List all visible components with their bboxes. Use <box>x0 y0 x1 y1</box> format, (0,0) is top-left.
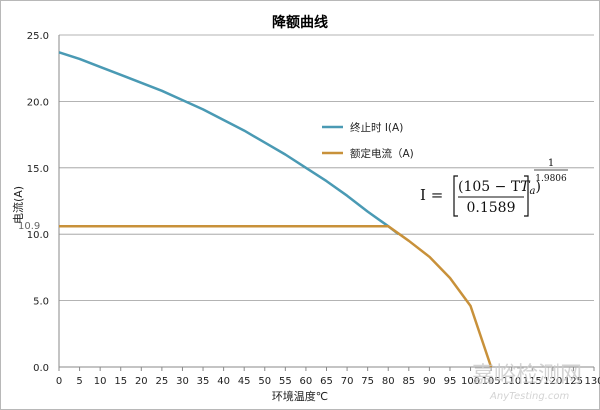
y-tick-label: 10.0 <box>27 230 49 241</box>
x-tick-label: 50 <box>258 376 271 387</box>
x-tick-label: 80 <box>382 376 395 387</box>
series-line-0 <box>58 51 400 236</box>
formula-numerator: (105 − TTa) <box>458 179 541 197</box>
gridlines <box>59 34 594 302</box>
formula-subscript: a <box>530 186 536 197</box>
x-tick-label: 60 <box>300 376 313 387</box>
formula: I = (105 − TTa) 0.1589 1 1.9806 <box>420 158 568 217</box>
x-tick-label: 10 <box>94 376 107 387</box>
x-tick-label: 110 <box>502 376 521 387</box>
chart-title: 降额曲线 <box>272 14 328 31</box>
x-tick-label: 25 <box>156 376 169 387</box>
x-tick-label: 0 <box>56 376 62 387</box>
y-axis-label: 电流(A) <box>11 186 25 224</box>
x-tick-label: 70 <box>341 376 354 387</box>
x-tick-label: 30 <box>176 376 189 387</box>
x-tick-label: 105 <box>482 376 501 387</box>
x-tick-label: 20 <box>135 376 148 387</box>
formula-denominator: 0.1589 <box>467 200 516 216</box>
formula-numerator-close: ) <box>535 179 540 195</box>
watermark-url: AnyTesting.com <box>489 391 570 402</box>
watermark: 嘉峪检测网 AnyTesting.com <box>472 363 582 402</box>
x-tick-label: 65 <box>320 376 333 387</box>
annotation-10-9: 10.9 <box>18 221 40 232</box>
y-tick-label: 5.0 <box>33 297 49 308</box>
formula-exp-numerator: 1 <box>548 158 554 169</box>
y-tick-label: 20.0 <box>27 97 49 108</box>
x-tick-label: 90 <box>423 376 436 387</box>
x-tick-label: 85 <box>402 376 415 387</box>
x-tick-label: 75 <box>361 376 374 387</box>
x-tick-label: 45 <box>238 376 251 387</box>
series-line-1 <box>59 224 493 368</box>
x-tick-label: 125 <box>564 376 583 387</box>
x-tick-labels: 0 5 10 15 20 25 30 35 40 45 50 55 60 65 70 75 80 85 90 95 10… <box>56 376 600 387</box>
x-tick-label: 40 <box>217 376 230 387</box>
x-tick-label: 5 <box>76 376 82 387</box>
series-lines <box>58 51 493 368</box>
x-tick-label: 120 <box>543 376 562 387</box>
y-tick-label: 25.0 <box>27 31 49 42</box>
watermark-main: 嘉峪检测网 <box>472 363 582 388</box>
x-tick-label: 115 <box>523 376 542 387</box>
y-tick-labels: 0.0 5.0 10.0 15.0 20.0 25.0 <box>27 31 49 374</box>
formula-left-bracket <box>453 175 458 217</box>
axes <box>58 35 595 371</box>
y-tick-label: 0.0 <box>33 363 49 374</box>
legend: 终止时 I(A) 额定电流（A) <box>322 121 414 160</box>
formula-lhs: I = <box>420 186 443 204</box>
x-tick-label: 55 <box>279 376 292 387</box>
x-axis-label: 环境温度℃ <box>272 389 328 403</box>
formula-right-bracket <box>524 175 529 217</box>
x-tick-label: 100 <box>461 376 480 387</box>
x-tick-label: 130 <box>584 376 600 387</box>
x-tick-label: 15 <box>114 376 127 387</box>
legend-label-rated-current: 额定电流（A) <box>350 147 414 160</box>
formula-ta: T <box>520 179 531 195</box>
y-tick-label: 15.0 <box>27 164 49 175</box>
x-tick-label: 95 <box>444 376 457 387</box>
legend-label-termination-current: 终止时 I(A) <box>350 121 403 134</box>
formula-numerator-text: (105 − T <box>458 179 521 195</box>
formula-exp-denominator: 1.9806 <box>535 174 567 184</box>
x-tick-label: 35 <box>197 376 210 387</box>
